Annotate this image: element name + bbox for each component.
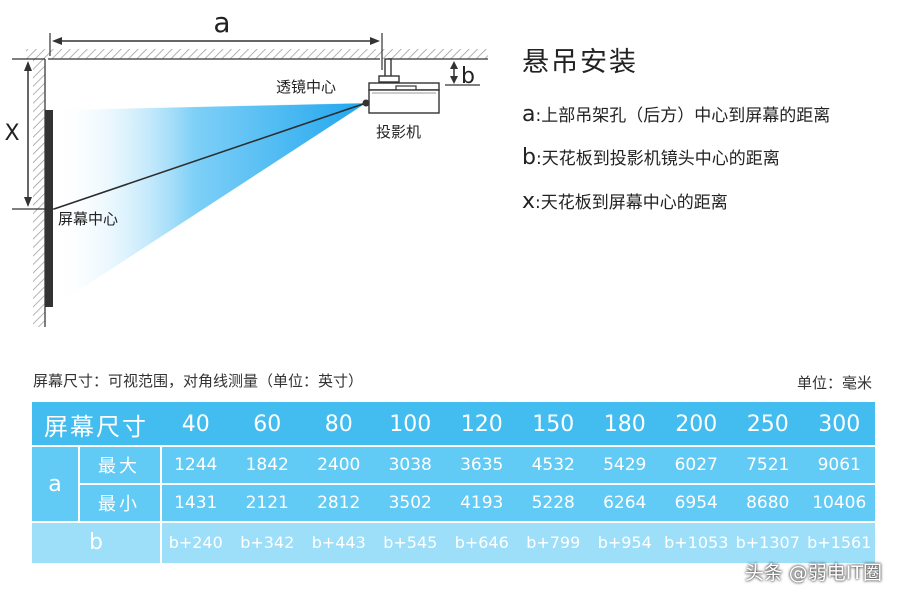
b-value-cell: b+1053 <box>664 533 729 552</box>
min-value-cell: 4193 <box>460 493 504 513</box>
projector-label: 投影机 <box>376 123 421 141</box>
center-axis-line <box>53 102 367 210</box>
a-label: a <box>48 471 62 497</box>
max-value-cell: 5429 <box>603 455 647 475</box>
dimension-x <box>12 58 54 210</box>
b-value-cell: b+342 <box>240 533 295 552</box>
size-cell: 60 <box>253 411 282 437</box>
max-value-cell: 4532 <box>531 455 575 475</box>
min-label: 最小 <box>98 494 140 515</box>
divider <box>32 445 875 447</box>
ceiling <box>26 49 488 60</box>
size-cell: 80 <box>324 411 353 437</box>
size-cell: 200 <box>675 411 718 437</box>
min-value-cell: 2812 <box>317 493 361 513</box>
max-label: 最大 <box>98 456 140 477</box>
b-value-cell: b+240 <box>168 533 223 552</box>
table-header-row: 屏幕尺寸 <box>32 402 875 446</box>
divider <box>78 446 80 522</box>
table-row-min: 最小 <box>32 484 875 522</box>
b-value-cell: b+1307 <box>735 533 800 552</box>
legend-item-x: x:天花板到屏幕中心的距离 <box>522 188 728 214</box>
size-cell: 120 <box>460 411 503 437</box>
min-value-cell: 8680 <box>746 493 790 513</box>
unit-caption: 单位：毫米 <box>796 374 872 392</box>
b-value-cell: b+799 <box>526 533 581 552</box>
min-value-cell: 3502 <box>388 493 432 513</box>
table-caption: 屏幕尺寸：可视范围，对角线测量（单位：英寸） <box>33 372 364 390</box>
max-value-cell: 1842 <box>245 455 289 475</box>
divider <box>78 483 875 485</box>
b-value-cell: b+1561 <box>807 533 872 552</box>
max-value-cell: 7521 <box>746 455 790 475</box>
legend-key: b <box>522 145 536 170</box>
label-x: X <box>4 121 19 146</box>
b-value-cell: b+443 <box>311 533 366 552</box>
screen-center-label: 屏幕中心 <box>58 210 118 228</box>
wall <box>33 59 46 327</box>
label-b: b <box>461 64 475 89</box>
header-label: 屏幕尺寸 <box>44 412 148 441</box>
dimension-b <box>445 61 480 86</box>
dimension-a <box>49 33 383 70</box>
legend-key: a <box>522 102 536 127</box>
min-value-cell: 6954 <box>674 493 718 513</box>
b-value-cell: b+954 <box>597 533 652 552</box>
table-row-max: 最大 <box>32 446 875 484</box>
legend-item-a: a:上部吊架孔（后方）中心到屏幕的距离 <box>522 101 830 127</box>
size-cell: 180 <box>603 411 646 437</box>
divider <box>160 446 162 563</box>
size-cell: 300 <box>818 411 861 437</box>
max-value-cell: 3635 <box>460 455 504 475</box>
min-value-cell: 1431 <box>174 493 218 513</box>
table-row-b: b <box>32 522 875 563</box>
legend-title: 悬吊安装 <box>522 47 638 78</box>
legend-text: :天花板到屏幕中心的距离 <box>535 193 728 213</box>
max-value-cell: 3038 <box>388 455 432 475</box>
b-value-cell: b+646 <box>454 533 509 552</box>
max-value-cell: 6027 <box>674 455 718 475</box>
label-a: a <box>213 6 230 39</box>
legend-key: x <box>522 189 536 214</box>
min-value-cell: 5228 <box>531 493 575 513</box>
max-value-cell: 9061 <box>817 455 861 475</box>
ceiling-mount-diagram: a X b 透镜中心 投影机 屏幕中心 <box>4 6 488 327</box>
legend-item-b: b:天花板到投影机镜头中心的距离 <box>522 144 780 170</box>
max-value-cell: 1244 <box>174 455 218 475</box>
size-cell: 150 <box>532 411 575 437</box>
legend-text: :上部吊架孔（后方）中心到屏幕的距离 <box>535 106 831 126</box>
lens-center-label: 透镜中心 <box>276 78 336 96</box>
size-cell: 250 <box>746 411 789 437</box>
size-cell: 40 <box>181 411 210 437</box>
distance-table: 屏幕尺寸 最大 最小 b a 40 60 80 100 120 150 180 200 250 3… <box>32 402 875 563</box>
max-value-cell: 2400 <box>317 455 361 475</box>
projector <box>362 58 440 114</box>
min-value-cell: 10406 <box>812 493 867 513</box>
b-label: b <box>89 530 103 555</box>
projection-beam <box>53 103 366 307</box>
b-value-cell: b+545 <box>383 533 438 552</box>
min-value-cell: 6264 <box>603 493 647 513</box>
divider <box>32 521 875 523</box>
size-cell: 100 <box>389 411 432 437</box>
legend-text: :天花板到投影机镜头中心的距离 <box>535 149 780 169</box>
watermark: 头条 @弱电IT圈 <box>744 562 882 584</box>
min-value-cell: 2121 <box>245 493 289 513</box>
